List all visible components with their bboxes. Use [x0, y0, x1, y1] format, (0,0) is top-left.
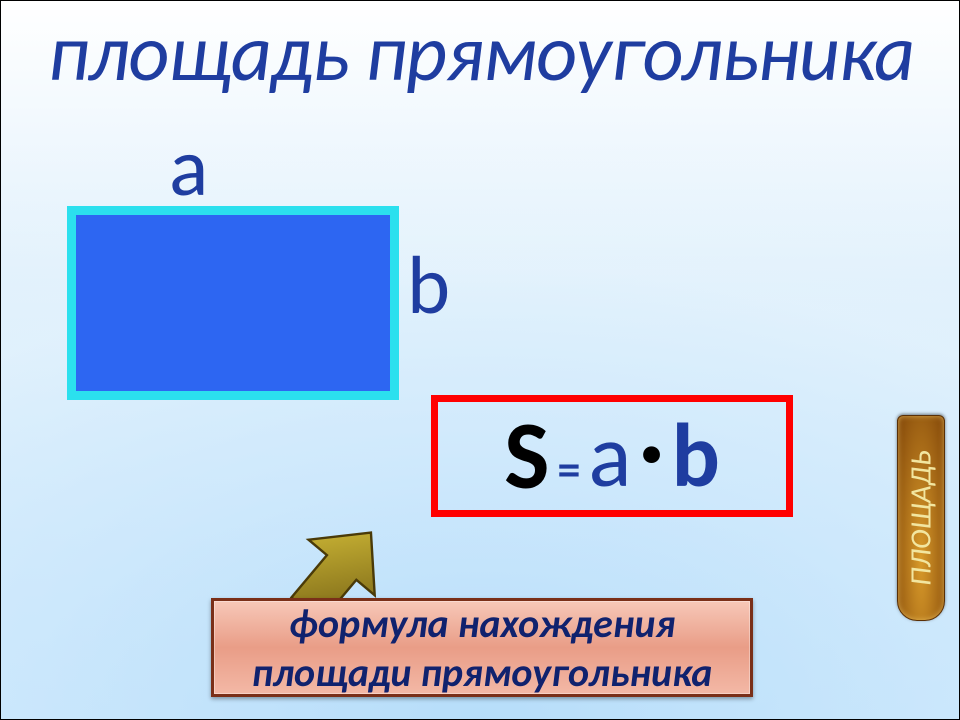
caption-line-2: площади прямоугольника — [214, 648, 750, 697]
formula-S: S — [504, 408, 549, 504]
formula-box: S = a · b — [431, 395, 793, 517]
slide: площадь прямоугольника a b S = a · b фор… — [0, 0, 960, 720]
caption-line-1: формула нахождения — [214, 599, 750, 648]
caption-box: формула нахождения площади прямоугольник… — [211, 598, 753, 697]
rectangle-shape — [67, 206, 399, 400]
slide-title: площадь прямоугольника — [1, 5, 960, 102]
side-tab-label: ПЛОЩАДЬ — [903, 450, 940, 586]
dimension-label-a: a — [169, 127, 208, 209]
dimension-label-b: b — [407, 245, 450, 327]
formula-a: a — [588, 411, 631, 501]
formula-dot: · — [640, 405, 664, 495]
side-tab-button[interactable]: ПЛОЩАДЬ — [897, 415, 945, 621]
formula-equals: = — [557, 447, 580, 493]
formula-b: b — [672, 411, 720, 501]
